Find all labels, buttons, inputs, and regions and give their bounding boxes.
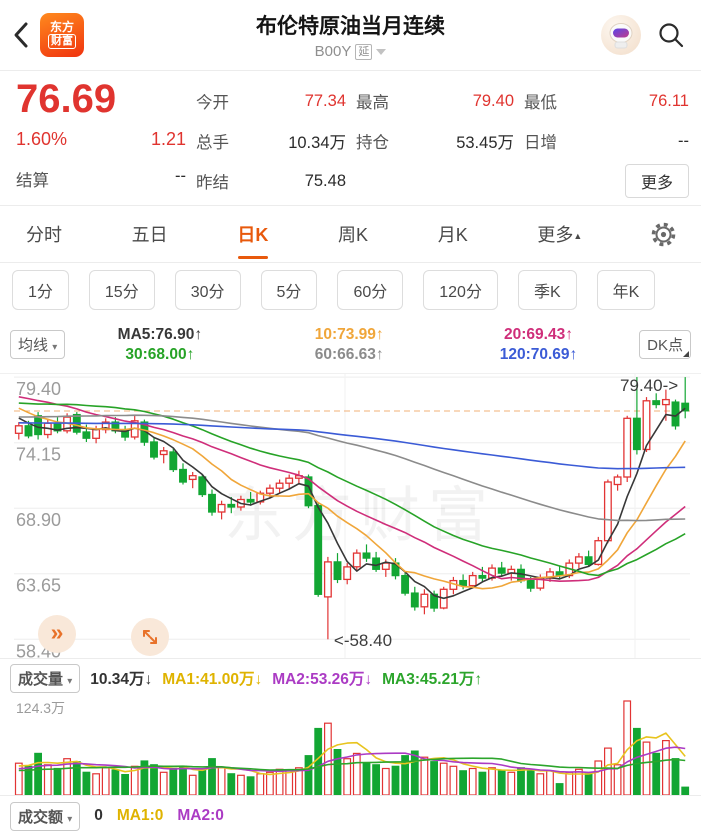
more-stats-button[interactable]: 更多: [624, 164, 689, 198]
last-price: 76.69: [16, 77, 117, 121]
delay-tag: 延: [355, 43, 373, 60]
svg-text:68.90: 68.90: [16, 510, 61, 530]
svg-text:79.40->: 79.40->: [620, 376, 678, 395]
svg-text:<-58.40: <-58.40: [334, 631, 392, 650]
assistant-robot-icon[interactable]: [601, 15, 641, 55]
page-title: 布伦特原油当月连续: [256, 15, 445, 38]
volume-chart[interactable]: 124.3万: [0, 697, 701, 796]
low-label: 最低: [524, 94, 557, 112]
amount-ma-value: MA1:0: [116, 807, 164, 824]
ma-value: MA5:76.90↑: [117, 325, 203, 343]
volume-label: 总手: [196, 134, 229, 152]
volume-ma-value: 10.34万↓: [90, 671, 153, 688]
ma-legend: 均线 ▾ MA5:76.90↑ 10:73.99↑ 20:69.43↑ 30:68.…: [0, 316, 701, 374]
ma-value: 20:69.43↑: [504, 325, 573, 343]
fast-forward-button[interactable]: »: [38, 615, 76, 653]
volume-ma-value: MA1:41.00万↓: [162, 671, 263, 688]
tab-日K[interactable]: 日K: [235, 215, 270, 253]
svg-text:东方财富: 东方财富: [224, 482, 496, 549]
tab-周K[interactable]: 周K: [338, 225, 369, 245]
double-chevron-icon: »: [50, 619, 64, 645]
open-interest-label: 持仓: [356, 134, 389, 152]
prev-settle-value: 75.48: [304, 171, 346, 190]
chevron-down-icon[interactable]: [376, 48, 387, 55]
logo-text-bottom: 财富: [48, 34, 76, 49]
quote-panel: 76.69 1.60% 1.21 结算 -- 今开 77.34 最高 79.40 最…: [0, 71, 701, 206]
settle-value: --: [175, 167, 186, 185]
open-interest-value: 53.45万: [456, 134, 514, 152]
high-label: 最高: [356, 94, 389, 112]
instrument-code: B00Y: [314, 43, 352, 60]
period-chip-30分[interactable]: 30分: [174, 269, 241, 310]
period-chip-60分[interactable]: 60分: [337, 269, 404, 310]
tab-月K[interactable]: 月K: [437, 225, 468, 245]
dk-point-button[interactable]: DK点: [639, 330, 691, 359]
tab-五日[interactable]: 五日: [131, 225, 168, 245]
daily-increase-label: 日增: [524, 134, 557, 152]
logo-text-top: 东方: [49, 20, 74, 34]
daily-increase-value: --: [678, 131, 689, 150]
period-chip-120分[interactable]: 120分: [423, 269, 498, 310]
ma-value: 120:70.69↑: [499, 345, 578, 363]
high-value: 79.40: [472, 91, 514, 110]
corner-triangle-icon: [683, 351, 689, 357]
ma-settings-button[interactable]: 均线 ▾: [10, 330, 66, 359]
volume-legend: 成交量 ▾ 10.34万↓ MA1:41.00万↓ MA2:53.26万↓ MA3:4…: [0, 658, 701, 697]
ma-value: 10:73.99↑: [314, 325, 384, 343]
volume-value: 10.34万: [288, 134, 346, 152]
volume-ma-value: MA3:45.21万↑: [382, 671, 483, 688]
period-chip-row: 1分 15分 30分 5分 60分 120分 季K 年K: [0, 263, 701, 316]
amount-ma-value: MA2:0: [177, 807, 224, 824]
chart-type-tabs: 分时 五日 日K 周K 月K 更多▲: [0, 206, 701, 263]
eastmoney-logo[interactable]: 东方 财富: [40, 13, 84, 57]
candlestick-chart[interactable]: 79.40 74.15 68.90 63.65 58.40 东方财富 <-58.40 79.4…: [0, 374, 701, 658]
volume-ma-value: MA2:53.26万↓: [272, 671, 373, 688]
low-value: 76.11: [648, 91, 689, 110]
svg-text:79.40: 79.40: [16, 379, 61, 399]
settle-label: 结算: [16, 172, 49, 190]
tab-more[interactable]: 更多▲: [537, 225, 583, 245]
open-label: 今开: [196, 94, 229, 112]
ma-value: 60:66.63↑: [314, 345, 384, 363]
volume-indicator-button[interactable]: 成交量 ▾: [10, 663, 81, 693]
amount-ma-value: 0: [94, 807, 103, 824]
period-chip-1分[interactable]: 1分: [12, 269, 69, 310]
period-chip-年K[interactable]: 年K: [596, 269, 656, 310]
header: 东方 财富 布伦特原油当月连续 B00Y 延: [0, 0, 701, 71]
open-value: 77.34: [304, 91, 346, 110]
amount-legend: 成交额 ▾ 0 MA1:0 MA2:0: [0, 801, 701, 831]
svg-text:63.65: 63.65: [16, 576, 61, 596]
period-chip-5分[interactable]: 5分: [260, 269, 318, 310]
period-chip-季K[interactable]: 季K: [517, 269, 577, 310]
svg-text:74.15: 74.15: [16, 445, 61, 465]
amount-indicator-button[interactable]: 成交额 ▾: [10, 801, 81, 831]
prev-settle-label: 昨结: [196, 174, 229, 192]
expand-icon: [140, 627, 160, 647]
search-icon[interactable]: [657, 21, 685, 49]
tab-分时[interactable]: 分时: [26, 225, 62, 245]
change-value: 1.21: [150, 129, 186, 149]
back-icon[interactable]: [10, 20, 32, 50]
fullscreen-button[interactable]: [131, 618, 169, 656]
change-percent: 1.60%: [16, 129, 68, 149]
svg-text:124.3万: 124.3万: [16, 700, 65, 716]
ma-value: 30:68.00↑: [125, 345, 195, 363]
period-chip-15分[interactable]: 15分: [88, 269, 155, 310]
settings-gear-icon[interactable]: [650, 221, 677, 248]
